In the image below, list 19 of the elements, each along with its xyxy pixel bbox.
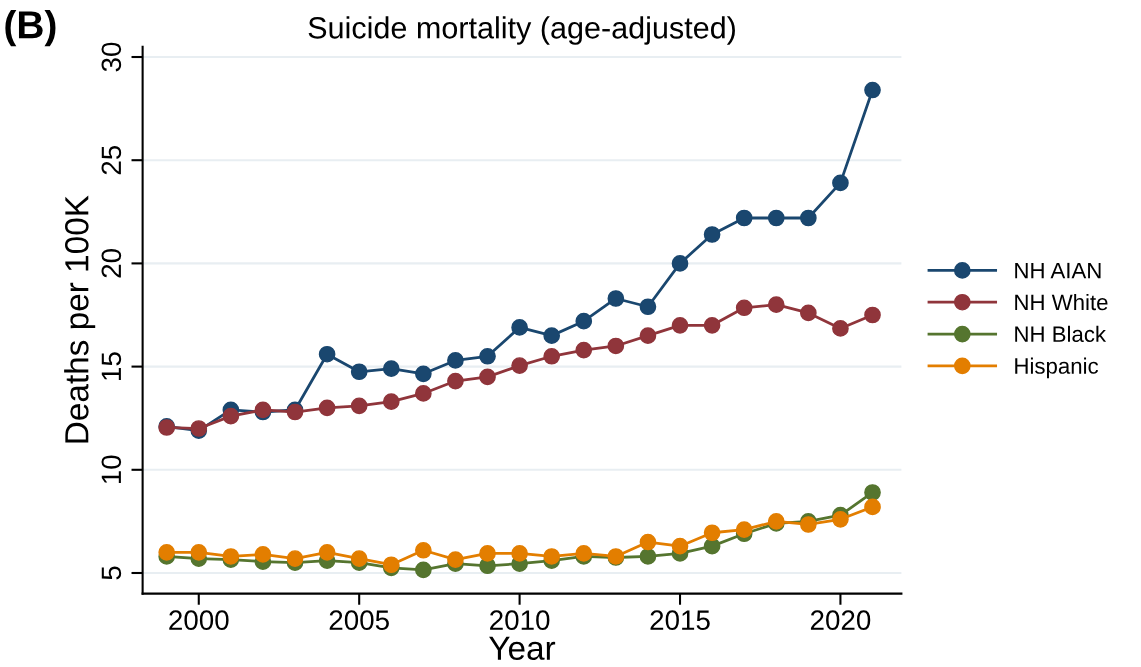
- legend-label: Hispanic: [1015, 357, 1099, 379]
- legend-label: NH AIAN: [1015, 262, 1101, 279]
- x-tick-label: 2010: [490, 610, 550, 631]
- y-tick-label: 5: [101, 566, 122, 580]
- y-axis-title: Deaths per 100K: [64, 195, 96, 443]
- legend-label: NH Black: [1015, 325, 1107, 343]
- x-tick-label: 2000: [169, 610, 229, 631]
- chart-title: Suicide mortality (age-adjusted): [308, 16, 735, 45]
- text: (B): [5, 10, 56, 47]
- x-tick-label: 2020: [810, 610, 871, 631]
- x-axis-title: Year: [489, 636, 556, 660]
- y-tick-label: 15: [101, 352, 122, 380]
- x-tick-label: 2015: [650, 610, 710, 631]
- y-tick-label: 10: [101, 455, 122, 484]
- y-tick-label: 25: [101, 145, 122, 175]
- x-tick-label: 2005: [329, 610, 389, 631]
- legend-label: NH White: [1015, 293, 1108, 311]
- y-tick-label: 30: [101, 42, 122, 72]
- y-tick-label: 20: [101, 249, 122, 278]
